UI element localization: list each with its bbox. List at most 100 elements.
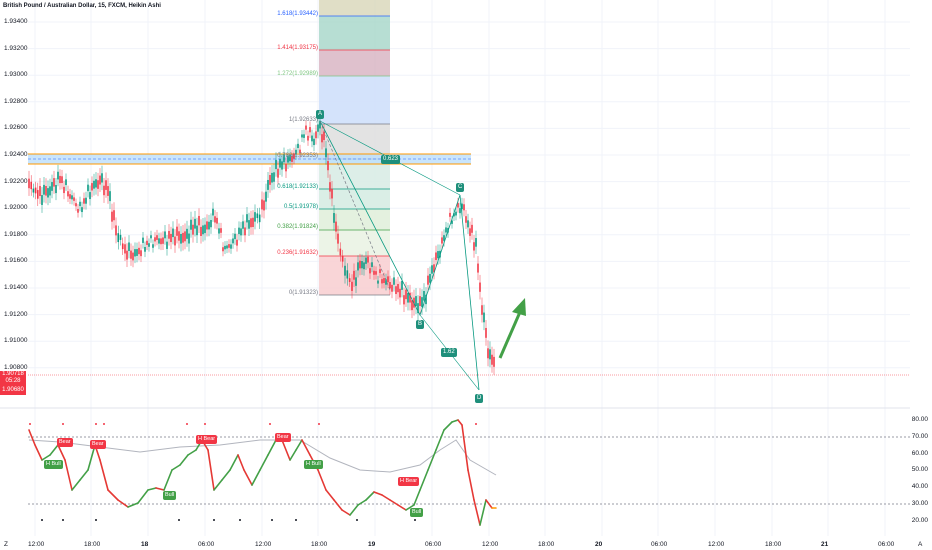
candle-body (449, 212, 451, 217)
support-resistance-zone[interactable] (28, 153, 471, 165)
candle-body (134, 249, 136, 257)
candle-body (57, 171, 59, 180)
pattern-point-b[interactable]: B (416, 320, 425, 329)
candle-body (301, 134, 303, 138)
heikin-ashi-candles[interactable] (28, 113, 495, 375)
oscillator-tick-label: 70.00 (911, 432, 928, 440)
candle-body (407, 292, 409, 303)
candle-body (459, 208, 461, 214)
candle-body (234, 233, 236, 240)
candle-body (63, 186, 65, 194)
candle-body (152, 244, 154, 248)
pattern-point-a[interactable]: A (316, 110, 325, 119)
candle-body (361, 261, 363, 269)
oscillator-segment (479, 499, 487, 526)
oscillator-segment (79, 469, 89, 481)
candle-body (69, 194, 71, 199)
candle-body (309, 127, 311, 133)
candle-body (158, 238, 160, 244)
oscillator-tick-label: 80.00 (911, 416, 928, 423)
oscillator-segment (467, 469, 475, 501)
candle-body (477, 263, 479, 273)
time-tick-label: 12:00 (28, 541, 45, 548)
signal-dot (213, 519, 215, 521)
candle-body (252, 217, 254, 227)
candle-body (148, 243, 150, 247)
auto-scale-button[interactable]: A (918, 541, 923, 548)
candle-body (371, 262, 373, 267)
candle-body (305, 125, 307, 130)
candle-body (91, 183, 93, 191)
oscillator-segment (301, 439, 311, 456)
oscillator-segment (289, 449, 297, 461)
oscillator-segment (427, 449, 437, 471)
oscillator-tick-label: 60.00 (911, 449, 928, 457)
candle-body (51, 182, 53, 191)
oscillator-pane[interactable] (28, 419, 910, 526)
candle-body (323, 131, 325, 140)
pattern-point-d[interactable]: D (475, 394, 484, 403)
candle-body (226, 245, 228, 249)
fib-level-label: 1(1.92633) (288, 117, 318, 123)
oscillator-segment (295, 439, 303, 451)
candle-body (178, 231, 180, 241)
candle-body (109, 191, 111, 202)
signal-dot (62, 519, 64, 521)
candle-body (421, 297, 423, 307)
oscillator-segment (381, 494, 391, 501)
signal-dot (269, 423, 271, 425)
candle-body (469, 228, 471, 236)
oscillator-segment (333, 499, 343, 511)
fib-level-label: 1.414(1.93175) (277, 45, 318, 51)
candle-body (172, 228, 174, 238)
signal-dot (95, 519, 97, 521)
candle-body (39, 186, 41, 197)
pattern-point-c[interactable]: C (456, 183, 465, 192)
oscillator-segment (64, 459, 73, 491)
candle-body (41, 195, 43, 205)
zoom-icon[interactable]: Z (4, 541, 8, 548)
candle-body (327, 161, 329, 171)
candle-body (399, 288, 401, 298)
fib-level-label: 0.382(1.91824) (277, 224, 318, 230)
price-tick-label: 1.92400 (4, 151, 28, 158)
signal-dot (475, 423, 477, 425)
candle-body (254, 212, 256, 222)
up-arrow-icon (498, 298, 526, 359)
candle-body (97, 180, 99, 189)
candle-body (325, 148, 327, 158)
oscillator-segment (317, 469, 327, 491)
candle-body (87, 184, 89, 192)
signal-dot (103, 423, 105, 425)
oscillator-segment (485, 499, 493, 509)
signal-tag-bear: H Bear (398, 477, 420, 486)
candle-body (93, 180, 95, 189)
candle-body (433, 264, 435, 273)
candle-body (77, 208, 79, 213)
oscillator-segment (413, 489, 421, 506)
candle-body (393, 277, 395, 285)
last-price: 1.90718 (2, 371, 24, 377)
fibonacci-retracement-zones[interactable] (319, 0, 390, 296)
candle-body (170, 233, 172, 243)
time-tick-label: 21 (821, 541, 829, 548)
candle-body (246, 214, 248, 223)
candle-body (269, 175, 271, 185)
candle-body (150, 235, 152, 239)
candle-body (71, 195, 73, 200)
candle-body (79, 201, 81, 207)
candle-body (214, 216, 216, 223)
signal-tag-bear: Bear (57, 438, 73, 447)
candle-body (451, 220, 453, 224)
time-tick-label: 18 (141, 541, 149, 548)
time-tick-label: 19 (368, 541, 376, 548)
candle-body (85, 197, 87, 204)
oscillator-tick-label: 50.00 (911, 466, 928, 474)
signal-dot (271, 519, 273, 521)
candle-body (124, 244, 126, 254)
signal-dot (356, 519, 358, 521)
candle-body (240, 228, 242, 236)
candle-body (443, 235, 445, 241)
candle-body (471, 224, 473, 233)
